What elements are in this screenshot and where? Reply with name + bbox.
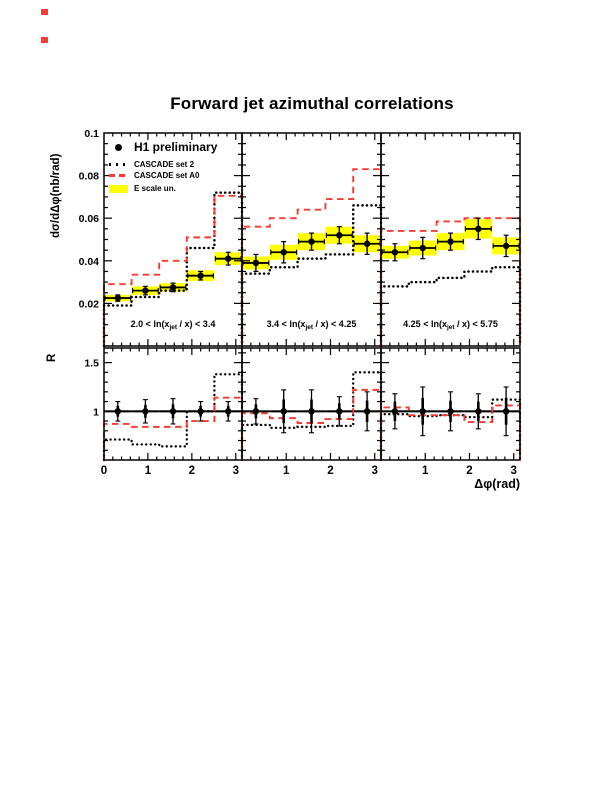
tick-label: 0 — [101, 465, 107, 477]
tick-label: 0.1 — [84, 128, 99, 140]
tick-label: 1.5 — [84, 358, 99, 370]
filled-circle-marker-icon — [109, 143, 128, 151]
legend-item-h1: H1 preliminary — [109, 140, 217, 154]
correlation-plot-canvas: 0 1 2 3 1 2 3 1 2 30.020.040.060.080.111.5 — [79, 128, 522, 477]
tick-label: 1 — [283, 465, 290, 477]
panel-frame-2: 1 2 3 — [241, 132, 382, 477]
top-panel-3 — [379, 217, 522, 348]
panel-1-range-label: 2.0 < ln(xjet / x) < 3.4 — [130, 319, 216, 331]
panel-3-range-label: 4.25 < ln(xjet / x) < 5.75 — [403, 319, 498, 331]
legend-item-cascade-set2: CASCADE set 2 — [109, 160, 194, 169]
tick-label: 0.04 — [79, 256, 100, 268]
panel-frame-3: 1 2 3 — [380, 132, 521, 477]
tick-label: 0.06 — [79, 213, 100, 225]
legend-label: E scale un. — [134, 184, 176, 193]
tick-label: 1 — [93, 406, 99, 418]
tick-label: 0.02 — [79, 298, 100, 310]
legend-item-escale: E scale un. — [109, 184, 176, 193]
y-axis-label: dσ/dΔφ(nb/rad) — [50, 153, 62, 239]
legend-item-cascade-setA0: CASCADE set A0 — [109, 171, 200, 180]
x-axis-label: Δφ(rad) — [474, 477, 520, 491]
registration-mark — [41, 37, 48, 43]
tick-label: 0.08 — [79, 171, 100, 183]
ratio-axis-tick-labels: 11.5 — [84, 358, 99, 419]
panel-2-range-label: 3.4 < ln(xjet / x) < 4.25 — [266, 319, 357, 331]
ratio-panel-2 — [240, 371, 383, 462]
ratio-panel-1 — [102, 373, 244, 462]
tick-label: 2 — [327, 465, 333, 477]
tick-label: 1 — [422, 465, 429, 477]
tick-label: 3 — [233, 465, 239, 477]
tick-label: 3 — [372, 465, 378, 477]
y-axis-tick-labels: 0.02 0.04 0.06 0.08 0.1 — [79, 128, 100, 310]
uncertainty-band-icon — [109, 184, 128, 193]
ratio-axis-label: R — [46, 353, 58, 362]
dashed-line-icon — [109, 174, 128, 177]
legend-label: CASCADE set A0 — [134, 171, 200, 180]
tick-label: 3 — [511, 465, 517, 477]
tick-label: 2 — [466, 465, 472, 477]
legend-label: CASCADE set 2 — [134, 160, 195, 169]
figure-title: Forward jet azimuthal correlations — [170, 94, 454, 113]
top-panel-2 — [240, 168, 383, 348]
dotted-line-icon — [109, 163, 128, 166]
legend-label: H1 preliminary — [134, 140, 218, 154]
registration-mark — [41, 9, 48, 15]
tick-label: 1 — [145, 465, 152, 477]
ratio-panel-3 — [379, 386, 522, 462]
top-panel-1 — [102, 191, 244, 348]
tick-label: 2 — [189, 465, 195, 477]
